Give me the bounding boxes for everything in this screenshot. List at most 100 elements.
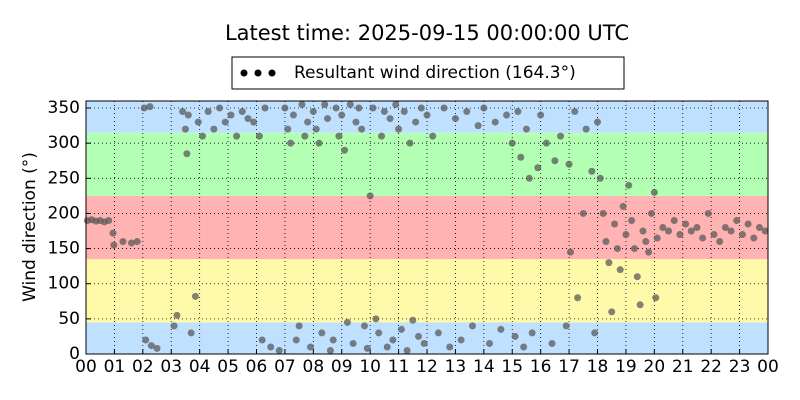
data-point — [457, 336, 465, 344]
y-tick-label: 300 — [48, 133, 80, 153]
data-point — [105, 216, 113, 224]
data-point — [301, 132, 309, 140]
data-point — [349, 339, 357, 347]
data-point — [304, 118, 312, 126]
data-point — [687, 227, 695, 235]
data-point — [360, 322, 368, 330]
x-tick-label: 21 — [672, 357, 694, 377]
data-point — [392, 101, 400, 109]
data-point — [194, 118, 202, 126]
data-point — [727, 227, 735, 235]
data-point — [183, 150, 191, 158]
data-point — [557, 132, 565, 140]
x-tick-label: 04 — [189, 357, 211, 377]
data-point — [119, 238, 127, 246]
data-point — [636, 301, 644, 309]
data-point — [306, 343, 314, 351]
x-tick-label: 23 — [729, 357, 751, 377]
data-point — [602, 238, 610, 246]
x-tick-label: 02 — [132, 357, 154, 377]
data-point — [582, 125, 590, 133]
data-point — [389, 336, 397, 344]
data-point — [628, 216, 636, 224]
data-point — [625, 181, 633, 189]
data-point — [420, 339, 428, 347]
data-point — [716, 238, 724, 246]
data-point — [295, 322, 303, 330]
data-point — [375, 329, 383, 337]
data-point — [298, 101, 306, 109]
data-point — [210, 125, 218, 133]
x-tick-label: 22 — [700, 357, 722, 377]
data-point — [542, 139, 550, 147]
data-point — [761, 227, 769, 235]
data-point — [517, 153, 525, 161]
data-point — [372, 315, 380, 323]
x-tick-label: 20 — [644, 357, 666, 377]
data-point — [140, 104, 148, 112]
data-point — [309, 108, 317, 116]
data-point — [548, 339, 556, 347]
x-tick-label: 18 — [587, 357, 609, 377]
legend-label: Resultant wind direction (164.3°) — [294, 63, 576, 83]
data-point — [400, 108, 408, 116]
data-point — [647, 209, 655, 217]
data-point — [127, 239, 135, 247]
x-tick-label: 01 — [104, 357, 126, 377]
data-point — [434, 329, 442, 337]
data-point — [511, 332, 519, 340]
data-point — [244, 115, 252, 123]
data-point — [650, 188, 658, 196]
data-point — [173, 311, 181, 319]
data-point — [440, 104, 448, 112]
x-tick-label: 17 — [558, 357, 580, 377]
data-point — [565, 160, 573, 168]
data-point — [633, 273, 641, 281]
data-point — [591, 329, 599, 337]
data-point — [497, 325, 505, 333]
data-point — [238, 108, 246, 116]
data-point — [133, 238, 141, 246]
direction-band — [86, 322, 768, 354]
data-point — [616, 266, 624, 274]
x-tick-label: 16 — [530, 357, 552, 377]
data-point — [514, 108, 522, 116]
data-point — [261, 104, 269, 112]
data-point — [480, 104, 488, 112]
x-tick-label: 14 — [473, 357, 495, 377]
data-point — [599, 209, 607, 217]
data-point — [750, 234, 758, 242]
data-point — [567, 248, 575, 256]
data-point — [191, 292, 199, 300]
y-tick-label: 0 — [69, 344, 80, 364]
data-point — [395, 125, 403, 133]
data-point — [451, 115, 459, 123]
data-point — [755, 224, 763, 231]
data-point — [528, 329, 536, 337]
data-point — [383, 343, 391, 351]
data-point — [574, 294, 582, 302]
data-point — [338, 111, 346, 119]
data-point — [284, 125, 292, 133]
data-point — [414, 332, 422, 340]
data-point — [744, 220, 752, 228]
data-point — [508, 139, 516, 147]
plot-frame — [85, 100, 769, 355]
data-point — [369, 104, 377, 112]
data-point — [110, 241, 118, 249]
data-point — [468, 322, 476, 330]
data-point — [596, 174, 604, 182]
data-point — [352, 118, 360, 126]
data-point — [417, 104, 425, 112]
data-point — [292, 336, 300, 344]
x-tick-label: 05 — [217, 357, 239, 377]
x-tick-label: 07 — [274, 357, 296, 377]
data-point — [287, 139, 295, 147]
data-point — [429, 132, 437, 140]
data-point — [537, 111, 545, 119]
data-point — [355, 104, 363, 112]
data-point — [463, 108, 471, 116]
data-point — [491, 118, 499, 126]
x-tick-label: 10 — [359, 357, 381, 377]
